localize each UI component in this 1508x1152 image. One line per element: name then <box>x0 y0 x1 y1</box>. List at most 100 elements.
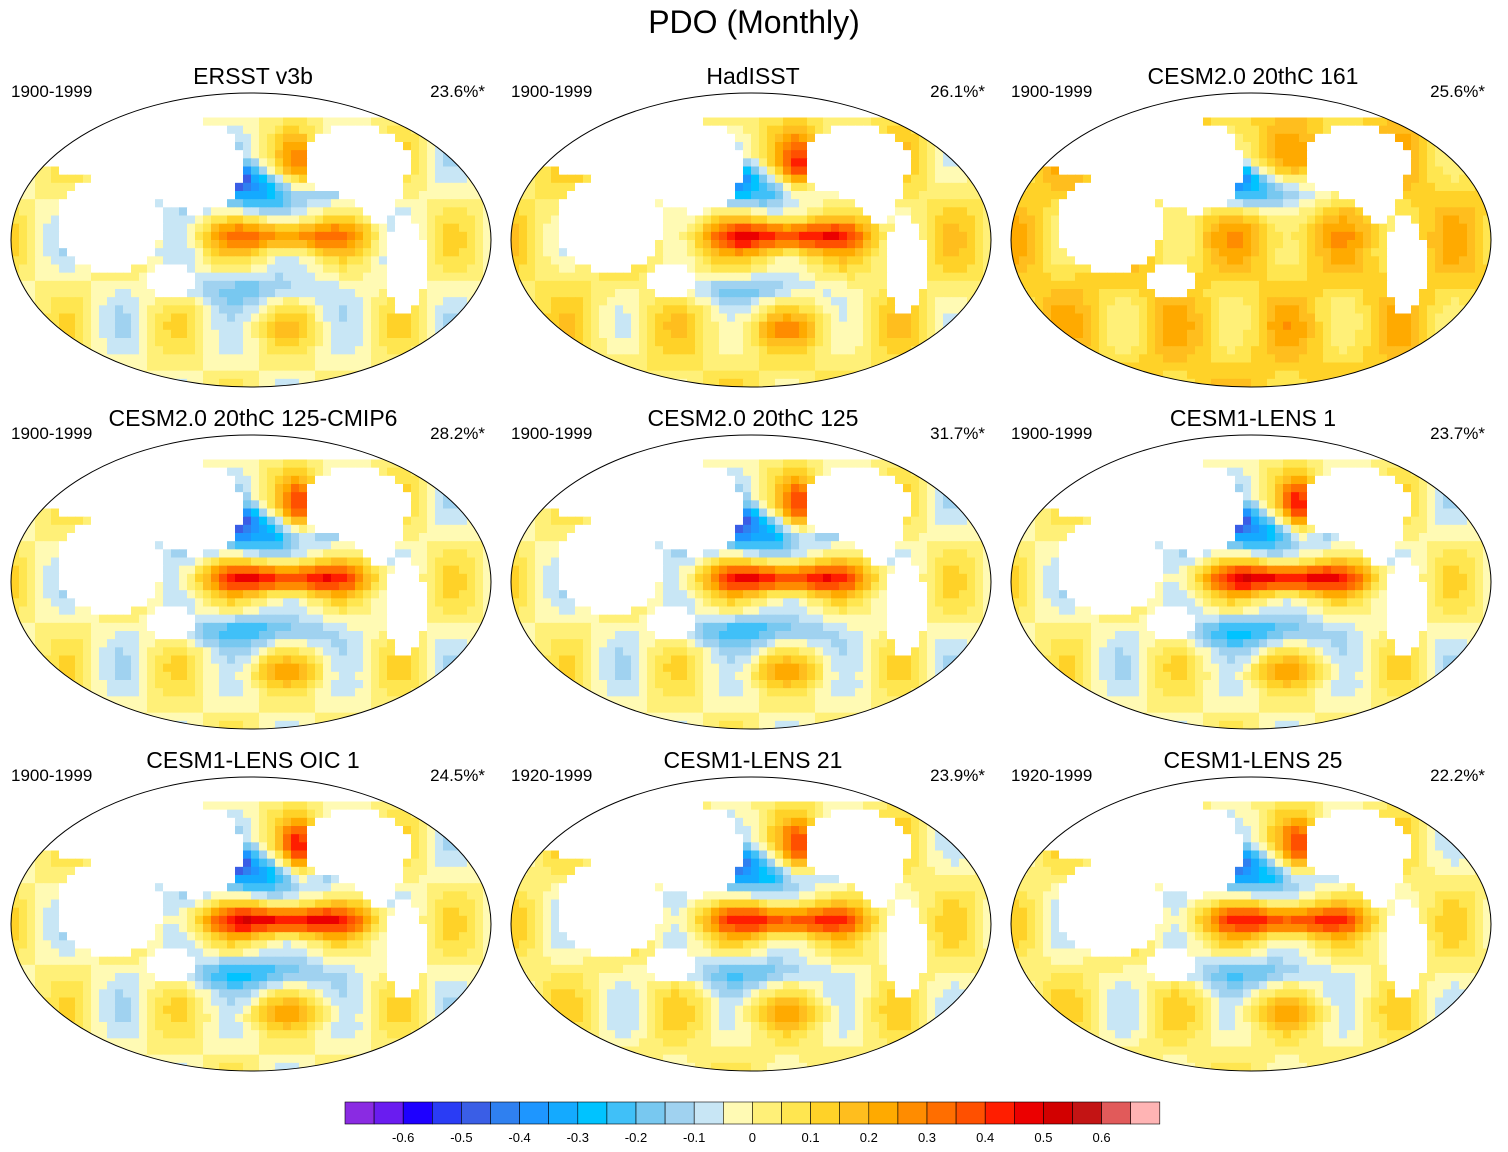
grid-cell <box>83 329 92 339</box>
grid-cell <box>831 109 840 119</box>
grid-cell <box>171 256 180 266</box>
grid-cell <box>459 362 468 372</box>
grid-cell <box>1299 142 1308 151</box>
grid-cell <box>483 182 491 192</box>
grid-cell <box>115 150 124 159</box>
grid-cell <box>251 378 260 387</box>
grid-cell <box>775 378 784 387</box>
grid-cell <box>219 199 228 208</box>
grid-cell <box>727 117 736 127</box>
grid-cell <box>551 93 560 102</box>
grid-cell <box>1459 150 1468 159</box>
grid-cell <box>863 215 872 225</box>
grid-cell <box>1171 109 1180 119</box>
grid-cell <box>879 223 888 233</box>
grid-cell <box>379 305 388 315</box>
grid-cell <box>1251 101 1260 110</box>
grid-cell <box>123 370 132 380</box>
grid-cell <box>959 248 968 257</box>
grid-cell <box>759 166 768 176</box>
grid-cell <box>299 248 308 257</box>
grid-cell <box>1011 174 1020 184</box>
grid-cell <box>663 166 672 176</box>
grid-cell <box>855 142 864 151</box>
grid-cell <box>1435 125 1444 135</box>
grid-cell <box>363 248 372 257</box>
grid-cell <box>371 182 380 192</box>
grid-cell <box>227 248 236 257</box>
grid-cell <box>871 370 880 380</box>
grid-cell <box>243 174 252 184</box>
grid-cell <box>887 280 896 290</box>
grid-cell <box>703 133 712 143</box>
grid-cell <box>339 280 348 290</box>
grid-cell <box>815 362 824 372</box>
grid-cell <box>339 297 348 306</box>
grid-cell <box>435 191 444 200</box>
grid-cell <box>655 101 664 110</box>
grid-cell <box>759 354 768 364</box>
grid-cell <box>687 117 696 127</box>
grid-cell <box>791 378 800 387</box>
grid-cell <box>1323 158 1332 168</box>
grid-cell <box>1267 101 1276 110</box>
grid-cell <box>211 362 220 372</box>
grid-cell <box>1315 150 1324 159</box>
grid-cell <box>575 346 584 355</box>
grid-cell <box>219 125 228 135</box>
grid-cell <box>371 174 380 184</box>
grid-cell <box>427 321 436 331</box>
grid-cell <box>131 125 140 135</box>
grid-cell <box>751 280 760 290</box>
grid-cell <box>179 305 188 315</box>
grid-cell <box>91 93 100 102</box>
grid-cell <box>347 166 356 176</box>
grid-cell <box>831 158 840 168</box>
grid-cell <box>427 280 436 290</box>
grid-cell <box>719 305 728 315</box>
grid-cell <box>443 329 452 339</box>
grid-cell <box>139 321 148 331</box>
grid-cell <box>1083 150 1092 159</box>
grid-cell <box>459 158 468 168</box>
grid-cell <box>1339 133 1348 143</box>
grid-cell <box>767 321 776 331</box>
grid-cell <box>607 125 616 135</box>
grid-cell <box>751 297 760 306</box>
grid-cell <box>767 174 776 184</box>
grid-cell <box>535 158 544 168</box>
grid-cell <box>19 231 28 241</box>
grid-cell <box>919 289 928 298</box>
grid-cell <box>559 338 568 347</box>
grid-cell <box>483 223 491 233</box>
grid-cell <box>751 313 760 323</box>
grid-cell <box>959 329 968 339</box>
grid-cell <box>387 248 396 257</box>
grid-cell <box>283 158 292 168</box>
grid-cell <box>775 338 784 347</box>
grid-cell <box>1235 174 1244 184</box>
grid-cell <box>131 313 140 323</box>
grid-cell <box>727 240 736 249</box>
grid-cell <box>1427 174 1436 184</box>
grid-cell <box>511 321 520 331</box>
grid-cell <box>323 231 332 241</box>
grid-cell <box>403 256 412 266</box>
grid-cell <box>347 133 356 143</box>
grid-cell <box>719 215 728 225</box>
grid-cell <box>927 248 936 257</box>
grid-cell <box>1043 93 1052 102</box>
grid-cell <box>195 93 204 102</box>
grid-cell <box>115 264 124 274</box>
grid-cell <box>459 223 468 233</box>
grid-cell <box>799 199 808 208</box>
grid-cell <box>371 231 380 241</box>
grid-cell <box>599 329 608 339</box>
grid-cell <box>831 272 840 282</box>
grid-cell <box>139 362 148 372</box>
grid-cell <box>459 215 468 225</box>
grid-cell <box>543 150 552 159</box>
grid-cell <box>107 272 116 282</box>
grid-cell <box>179 370 188 380</box>
grid-cell <box>927 158 936 168</box>
